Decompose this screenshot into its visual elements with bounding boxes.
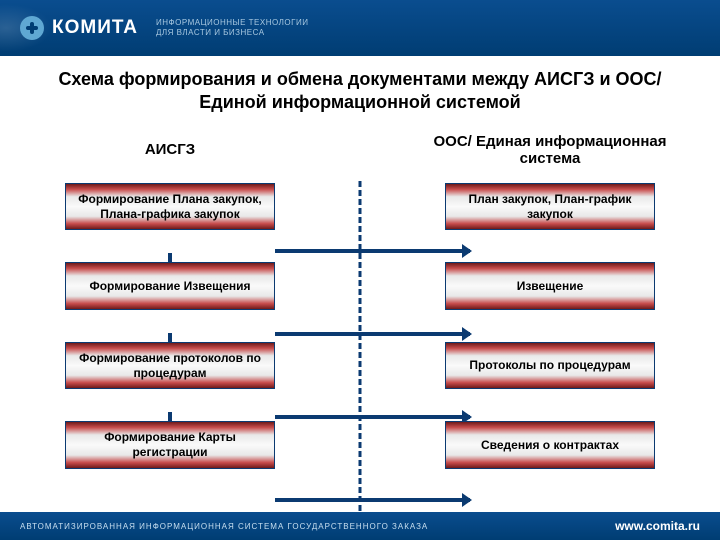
harrow-3 <box>275 415 470 419</box>
left-box-2: Формирование Извещения <box>65 262 275 310</box>
right-heading: ООС/ Единая информационная система <box>410 131 690 169</box>
right-box-3: Протоколы по процедурам <box>445 342 655 390</box>
left-box-1-label: Формирование Плана закупок, Плана-график… <box>74 192 266 222</box>
harrow-4 <box>275 498 470 502</box>
tagline: ИНФОРМАЦИОННЫЕ ТЕХНОЛОГИИ ДЛЯ ВЛАСТИ И Б… <box>156 18 308 37</box>
left-box-4: Формирование Карты регистрации <box>65 421 275 469</box>
left-heading: АИСГЗ <box>145 131 195 169</box>
right-box-1: План закупок, План-график закупок <box>445 183 655 231</box>
right-box-2: Извещение <box>445 262 655 310</box>
harrow-2 <box>275 332 470 336</box>
footer-bar: АВТОМАТИЗИРОВАННАЯ ИНФОРМАЦИОННАЯ СИСТЕМ… <box>0 512 720 540</box>
center-divider <box>359 181 362 511</box>
left-box-1: Формирование Плана закупок, Плана-график… <box>65 183 275 231</box>
content-area: Схема формирования и обмена документами … <box>0 56 720 506</box>
left-column: АИСГЗ Формирование Плана закупок, Плана-… <box>30 131 310 501</box>
logo-block: КОМИТА ИНФОРМАЦИОННЫЕ ТЕХНОЛОГИИ ДЛЯ ВЛА… <box>20 16 308 40</box>
harrow-1 <box>275 249 470 253</box>
left-box-4-label: Формирование Карты регистрации <box>74 430 266 460</box>
logo-text: КОМИТА <box>52 17 138 39</box>
right-box-3-label: Протоколы по процедурам <box>469 358 630 373</box>
header-bar: КОМИТА ИНФОРМАЦИОННЫЕ ТЕХНОЛОГИИ ДЛЯ ВЛА… <box>0 0 720 56</box>
logo-icon <box>20 16 44 40</box>
left-box-2-label: Формирование Извещения <box>89 279 250 294</box>
right-box-4: Сведения о контрактах <box>445 421 655 469</box>
page-title: Схема формирования и обмена документами … <box>30 68 690 115</box>
left-box-3: Формирование протоколов по процедурам <box>65 342 275 390</box>
left-box-3-label: Формирование протоколов по процедурам <box>74 351 266 381</box>
right-box-2-label: Извещение <box>517 279 584 294</box>
footer-left-text: АВТОМАТИЗИРОВАННАЯ ИНФОРМАЦИОННАЯ СИСТЕМ… <box>20 522 428 531</box>
diagram: АИСГЗ Формирование Плана закупок, Плана-… <box>30 131 690 501</box>
tagline-line1: ИНФОРМАЦИОННЫЕ ТЕХНОЛОГИИ <box>156 18 308 28</box>
right-box-4-label: Сведения о контрактах <box>481 438 619 453</box>
footer-url: www.comita.ru <box>615 519 700 533</box>
right-column: ООС/ Единая информационная система План … <box>410 131 690 501</box>
tagline-line2: ДЛЯ ВЛАСТИ И БИЗНЕСА <box>156 28 308 38</box>
right-box-1-label: План закупок, План-график закупок <box>454 192 646 222</box>
